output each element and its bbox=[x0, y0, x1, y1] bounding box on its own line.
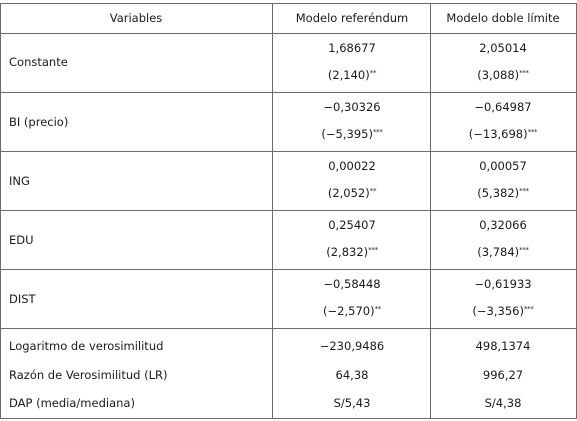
significance-marker: *** bbox=[372, 128, 383, 136]
tstat-referendum-dist: (−2,570)** bbox=[323, 304, 382, 318]
coef-doble-limite-constante: 2,05014 bbox=[479, 41, 527, 55]
column-divider bbox=[430, 3, 431, 418]
row-label-bi-precio: BI (precio) bbox=[9, 115, 69, 129]
significance-marker: *** bbox=[519, 187, 529, 195]
tstat-doble-limite-constante: (3,088)*** bbox=[477, 68, 529, 82]
row-divider bbox=[0, 210, 577, 211]
stat-doble-limite-log-likelihood: 498,1374 bbox=[475, 339, 531, 353]
stat-referendum-log-likelihood: −230,9486 bbox=[319, 339, 385, 353]
tstat-doble-limite-bi: (−13,698)*** bbox=[468, 127, 538, 141]
header-bottom-border bbox=[0, 33, 577, 34]
tstat-referendum-constante: (2,140)** bbox=[327, 68, 377, 82]
significance-marker: ** bbox=[369, 69, 377, 77]
coef-referendum-ing: 0,00022 bbox=[328, 159, 376, 173]
column-divider bbox=[272, 3, 273, 418]
header-modelo-referendum: Modelo referéndum bbox=[295, 11, 409, 25]
row-label-constante: Constante bbox=[9, 55, 68, 69]
header-modelo-doble-limite: Modelo doble límite bbox=[446, 11, 560, 25]
coef-referendum-dist: −0,58448 bbox=[323, 277, 381, 291]
tstat-referendum-edu: (2,832)*** bbox=[326, 245, 378, 259]
significance-marker: *** bbox=[368, 246, 378, 254]
table-top-border bbox=[0, 3, 577, 4]
coef-referendum-bi: −0,30326 bbox=[323, 100, 381, 114]
column-divider bbox=[0, 3, 1, 418]
significance-marker: *** bbox=[519, 246, 529, 254]
coef-doble-limite-ing: 0,00057 bbox=[479, 159, 527, 173]
stat-referendum-dap: S/5,43 bbox=[333, 396, 371, 410]
stat-doble-limite-likelihood-ratio: 996,27 bbox=[482, 368, 524, 382]
row-divider bbox=[0, 328, 577, 329]
tstat-referendum-bi: (−5,395)*** bbox=[321, 127, 383, 141]
row-divider bbox=[0, 269, 577, 270]
row-divider bbox=[0, 92, 577, 93]
significance-marker: ** bbox=[369, 187, 377, 195]
significance-marker: ** bbox=[374, 305, 382, 313]
row-label-edu: EDU bbox=[9, 233, 34, 247]
significance-marker: *** bbox=[519, 69, 529, 77]
stat-label-likelihood-ratio: Razón de Verosimilitud (LR) bbox=[9, 368, 168, 382]
tstat-doble-limite-dist: (−3,356)*** bbox=[472, 304, 534, 318]
stat-referendum-likelihood-ratio: 64,38 bbox=[335, 368, 369, 382]
tstat-doble-limite-ing: (5,382)*** bbox=[477, 186, 529, 200]
tstat-doble-limite-edu: (3,784)*** bbox=[477, 245, 529, 259]
significance-marker: *** bbox=[527, 128, 538, 136]
stat-label-log-likelihood: Logaritmo de verosimilitud bbox=[9, 339, 164, 353]
header-variables: Variables bbox=[109, 11, 163, 25]
coef-doble-limite-bi: −0,64987 bbox=[474, 100, 532, 114]
significance-marker: *** bbox=[523, 305, 534, 313]
tstat-referendum-ing: (2,052)** bbox=[327, 186, 377, 200]
stat-label-dap: DAP (media/mediana) bbox=[9, 396, 135, 410]
row-label-ing: ING bbox=[9, 174, 30, 188]
row-divider bbox=[0, 151, 577, 152]
coef-referendum-constante: 1,68677 bbox=[328, 41, 376, 55]
stat-doble-limite-dap: S/4,38 bbox=[484, 396, 522, 410]
table-bottom-border bbox=[0, 418, 577, 419]
coef-doble-limite-edu: 0,32066 bbox=[479, 218, 527, 232]
coef-referendum-edu: 0,25407 bbox=[328, 218, 376, 232]
coef-doble-limite-dist: −0,61933 bbox=[474, 277, 532, 291]
row-label-dist: DIST bbox=[9, 292, 36, 306]
